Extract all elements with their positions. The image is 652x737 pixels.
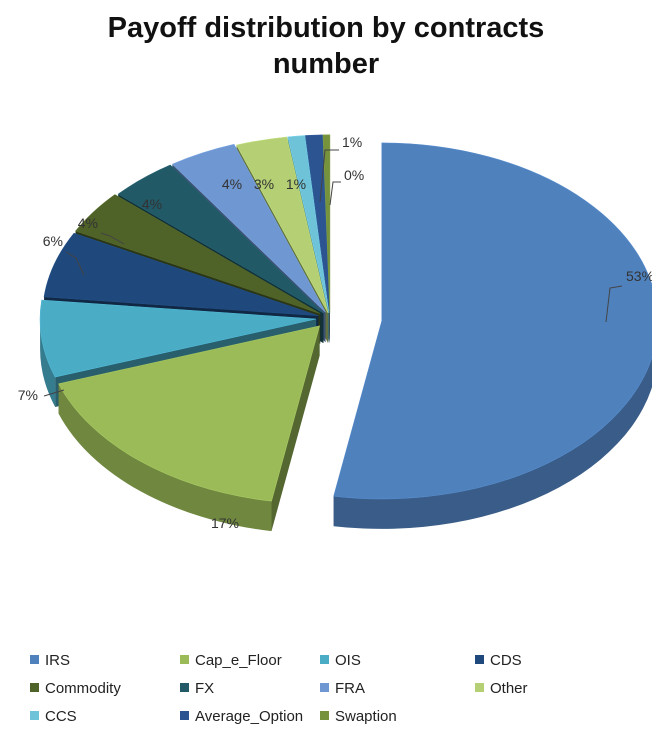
slice-commodity xyxy=(75,194,321,314)
pie-tops xyxy=(39,134,652,502)
slice-ois xyxy=(39,299,317,378)
slice-side-ois xyxy=(40,319,56,407)
slice-average-option xyxy=(305,134,330,313)
legend-item-fra: FRA xyxy=(320,680,365,698)
legend-label-cap-e-floor: Cap_e_Floor xyxy=(195,652,282,669)
legend-item-irs: IRS xyxy=(30,652,70,670)
chart-title-line-1: Payoff distribution by contracts xyxy=(107,12,545,44)
pie-chart: 53% 17% 7% 6% 4% 4% 4% 3% 1% 1% 0% xyxy=(18,134,652,532)
data-label-fra: 4% xyxy=(222,176,242,192)
legend-label-other: Other xyxy=(490,680,528,697)
legend-item-ccs: CCS xyxy=(30,708,77,726)
data-label-ccs: 1% xyxy=(286,176,306,192)
leader-line-irs xyxy=(605,285,623,323)
legend-swatch-cap-e-floor xyxy=(180,655,189,664)
slice-swaption xyxy=(322,134,331,313)
slice-cds xyxy=(43,232,319,317)
legend-label-irs: IRS xyxy=(45,652,71,669)
legend-label-ois: OIS xyxy=(335,652,361,669)
legend-swatch-commodity xyxy=(30,683,39,692)
legend-swatch-ccs xyxy=(30,711,39,720)
data-label-cap-e-floor: 17% xyxy=(211,515,239,531)
data-label-irs: 53% xyxy=(626,268,652,284)
legend-swatch-average-option xyxy=(180,711,189,720)
leader-line-ois xyxy=(43,389,65,397)
leader-line-cds xyxy=(65,251,85,276)
legend-label-ccs: CCS xyxy=(45,708,77,725)
slice-cap-e-floor xyxy=(58,325,321,502)
legend-swatch-fx xyxy=(180,683,189,692)
legend-label-swaption: Swaption xyxy=(335,708,397,725)
pie-labels: 53% 17% 7% 6% 4% 4% 4% 3% 1% 1% 0% xyxy=(18,134,652,531)
data-label-average-option: 1% xyxy=(342,134,362,150)
chart-title-line-2: number xyxy=(272,48,380,80)
legend-label-fx: FX xyxy=(195,680,215,697)
legend-item-commodity: Commodity xyxy=(30,680,121,698)
data-label-commodity: 4% xyxy=(78,215,98,231)
legend-item-average-option: Average_Option xyxy=(180,708,303,726)
slice-fx xyxy=(117,164,324,314)
legend-swatch-other xyxy=(475,683,484,692)
slice-ccs xyxy=(287,135,330,313)
slice-side-cap-e-floor xyxy=(58,383,272,532)
data-label-ois: 7% xyxy=(18,387,38,403)
data-label-cds: 6% xyxy=(43,233,63,249)
slice-fra xyxy=(171,143,326,313)
slice-irs xyxy=(333,142,652,500)
chart-title: Payoff distribution by contracts number xyxy=(0,10,652,82)
data-label-swaption: 0% xyxy=(344,167,364,183)
legend-item-cds: CDS xyxy=(475,652,522,670)
legend-item-cap-e-floor: Cap_e_Floor xyxy=(180,652,282,670)
legend-swatch-ois xyxy=(320,655,329,664)
legend-label-cds: CDS xyxy=(490,652,522,669)
slice-side-irs xyxy=(333,357,652,529)
legend-item-ois: OIS xyxy=(320,652,361,670)
legend-swatch-fra xyxy=(320,683,329,692)
legend-swatch-irs xyxy=(30,655,39,664)
legend-item-swaption: Swaption xyxy=(320,708,397,726)
legend-label-fra: FRA xyxy=(335,680,365,697)
data-label-other: 3% xyxy=(254,176,274,192)
data-label-fx: 4% xyxy=(142,196,162,212)
legend-item-other: Other xyxy=(475,680,528,698)
leader-line-average-option xyxy=(319,149,339,203)
legend-label-commodity: Commodity xyxy=(45,680,121,697)
slice-wall-cap-e-floor-0 xyxy=(271,325,320,532)
leader-line-commodity xyxy=(100,232,125,245)
leader-line-swaption xyxy=(329,181,341,206)
legend-label-average-option: Average_Option xyxy=(195,708,304,725)
legend-swatch-swaption xyxy=(320,711,329,720)
legend-item-fx: FX xyxy=(180,680,214,698)
slice-other xyxy=(236,136,329,314)
legend-swatch-cds xyxy=(475,655,484,664)
